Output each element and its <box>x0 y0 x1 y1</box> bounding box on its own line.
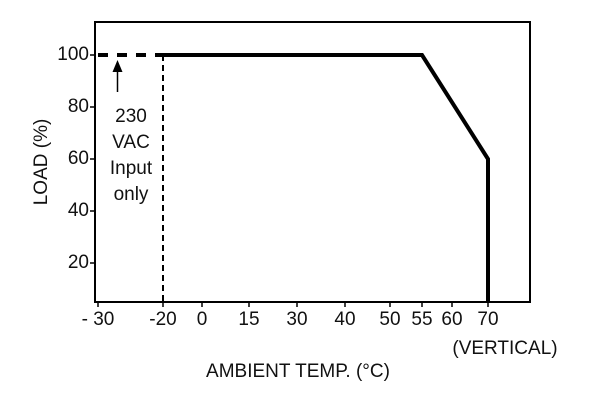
x-tick-label: 15 <box>238 309 259 330</box>
derating-line <box>163 53 490 302</box>
x-tick-label: - 30 <box>82 309 115 330</box>
y-tick-label: 80 <box>68 96 89 117</box>
x-tick-label: 30 <box>286 309 307 330</box>
x-tick-label: 60 <box>441 309 462 330</box>
x-tick-label: 55 <box>411 309 432 330</box>
annotation-text: VAC <box>112 132 150 153</box>
y-tick-label: 20 <box>68 252 89 273</box>
x-axis-label: AMBIENT TEMP. (°C) <box>206 361 390 382</box>
x-note: (VERTICAL) <box>452 338 557 359</box>
plot-frame <box>94 21 531 303</box>
x-tick-label: 50 <box>379 309 400 330</box>
x-tick-label: 70 <box>477 309 498 330</box>
y-tick-label: 40 <box>68 200 89 221</box>
y-tick-label: 100 <box>57 44 89 65</box>
y-tick-label: 60 <box>68 148 89 169</box>
annotation-text: 230 <box>115 106 147 127</box>
annotation-text: Input <box>110 158 153 179</box>
x-tick-label: 0 <box>197 309 208 330</box>
annotation-arrowhead <box>112 60 123 72</box>
y-axis-label: LOAD (%) <box>31 119 52 206</box>
annotation-text: only <box>114 184 149 205</box>
x-tick-label: -20 <box>149 309 176 330</box>
x-tick-label: 40 <box>334 309 355 330</box>
